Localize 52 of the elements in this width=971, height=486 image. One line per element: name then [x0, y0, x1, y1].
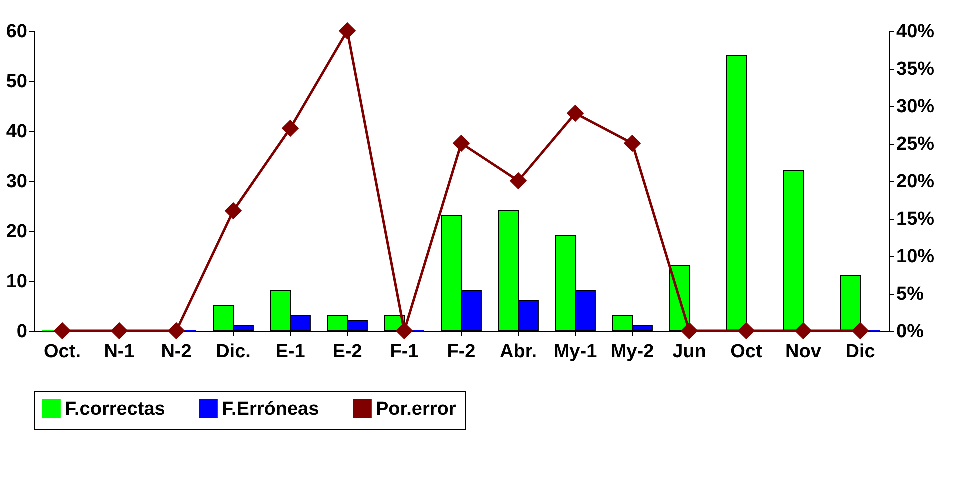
x-tick-label: F-2: [447, 342, 476, 362]
x-tick-label: Oct: [730, 342, 763, 362]
point: [110, 322, 128, 340]
x-tick-label: N-2: [161, 342, 192, 362]
y-tick-label: 50: [6, 72, 28, 92]
point: [510, 172, 528, 190]
point: [852, 322, 870, 340]
legend-label: F.Erróneas: [222, 398, 320, 420]
y2-tick-label: 0%: [896, 322, 924, 342]
x-tick-label: Dic: [846, 342, 876, 362]
x-tick-label: N-1: [104, 342, 136, 362]
x-tick-label: Oct.: [44, 342, 81, 362]
x-tick-label: My-1: [554, 342, 598, 362]
x-tick-label: E-1: [276, 342, 306, 362]
point: [338, 22, 356, 40]
x-tick-label: Dic.: [216, 342, 251, 362]
y-tick-label: 30: [6, 172, 28, 192]
y-tick-label: 20: [6, 222, 28, 242]
x-tick-label: Abr.: [500, 342, 537, 362]
y2-tick-label: 15%: [896, 209, 935, 230]
bar: [840, 276, 861, 332]
y2-tick-label: 5%: [896, 284, 924, 305]
point: [738, 322, 756, 340]
legend-label: F.correctas: [65, 398, 166, 420]
y2-tick-label: 25%: [896, 134, 935, 155]
point: [680, 322, 698, 340]
point: [54, 322, 72, 340]
x-tick-label: F-1: [390, 342, 420, 362]
y2-tick-label: 20%: [896, 172, 935, 192]
x-tick-label: My-2: [610, 342, 654, 362]
point: [794, 322, 812, 340]
point: [168, 322, 186, 340]
point: [282, 120, 300, 138]
y-tick-label: 10: [6, 272, 28, 292]
y2-tick-label: 30%: [896, 96, 935, 118]
legend-label: Por.error: [376, 398, 457, 420]
point: [452, 134, 470, 152]
y2-tick-label: 40%: [896, 22, 935, 42]
y-tick-label: 60: [6, 22, 28, 42]
bar: [726, 56, 747, 332]
x-tick-label: Jun: [672, 342, 706, 362]
point: [396, 322, 414, 340]
x-tick-label: E-2: [332, 342, 362, 362]
point: [224, 202, 242, 220]
y-tick-label: 40: [6, 122, 28, 142]
point: [624, 134, 642, 152]
x-tick-label: Nov: [786, 342, 822, 362]
y2-tick-label: 35%: [896, 59, 935, 80]
y-tick-label: 0: [16, 322, 28, 342]
point: [566, 104, 584, 122]
bar: [783, 170, 804, 332]
y2-tick-label: 10%: [896, 246, 935, 268]
